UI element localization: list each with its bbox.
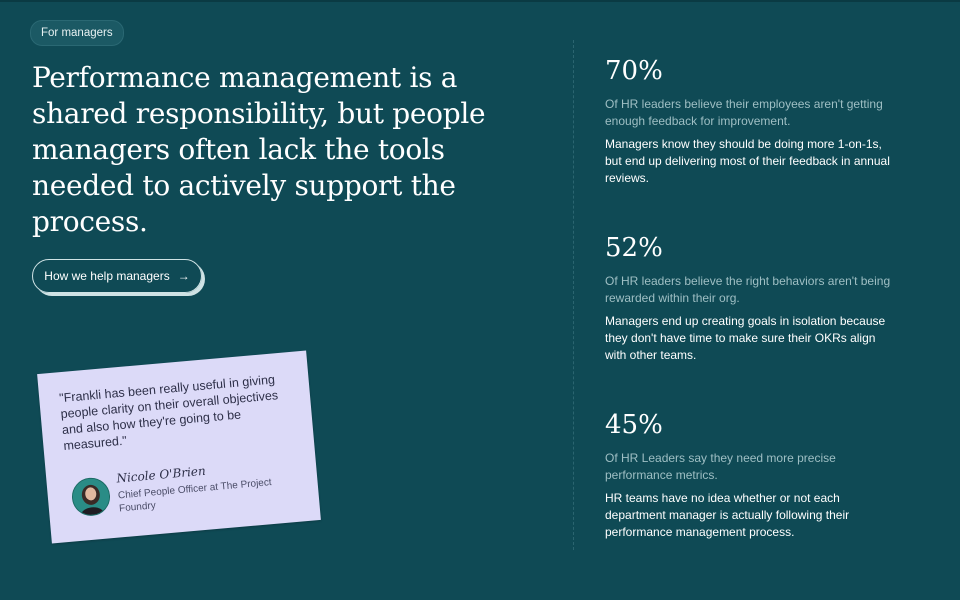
stat-detail: Managers end up creating goals in isolat… (605, 314, 886, 362)
cta-label: How we help managers (44, 269, 170, 283)
testimonial-quote: "Frankli has been really useful in givin… (58, 372, 279, 454)
section-headline: Performance management is a shared respo… (32, 61, 486, 238)
stat-block: 45% Of HR Leaders say they need more pre… (605, 410, 895, 541)
stat-description: Of HR leaders believe the right behavior… (605, 274, 891, 305)
column-divider (573, 40, 574, 550)
stat-value: 45% (605, 410, 663, 440)
person-avatar-icon (71, 477, 111, 517)
stat-value: 52% (605, 233, 663, 263)
top-border (0, 0, 960, 2)
stat-detail: Managers know they should be doing more … (605, 137, 890, 185)
testimonial-card: "Frankli has been really useful in givin… (37, 350, 321, 544)
how-we-help-managers-button[interactable]: How we help managers → (32, 259, 202, 293)
arrow-right-icon: → (177, 269, 190, 283)
stat-block: 70% Of HR leaders believe their employee… (605, 56, 895, 187)
stat-value: 70% (605, 56, 663, 86)
stat-description: Of HR Leaders say they need more precise… (605, 451, 836, 482)
section-badge: For managers (30, 20, 124, 46)
stat-block: 52% Of HR leaders believe the right beha… (605, 233, 895, 364)
stat-detail: HR teams have no idea whether or not eac… (605, 491, 850, 539)
avatar (70, 476, 112, 518)
stat-description: Of HR leaders believe their employees ar… (605, 97, 883, 128)
